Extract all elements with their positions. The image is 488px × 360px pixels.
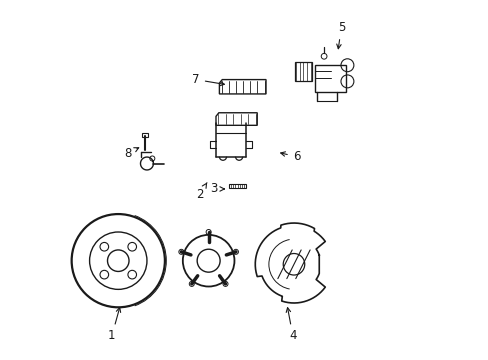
Bar: [142, 134, 148, 137]
Text: 1: 1: [108, 307, 121, 342]
Bar: [229, 184, 245, 188]
Text: 2: 2: [196, 183, 206, 201]
Text: 8: 8: [124, 147, 139, 159]
Text: 3: 3: [210, 183, 224, 195]
Text: 4: 4: [285, 308, 296, 342]
Text: 6: 6: [280, 150, 300, 163]
Text: 7: 7: [192, 73, 224, 86]
Text: 5: 5: [336, 21, 345, 49]
Bar: [314, 65, 345, 92]
